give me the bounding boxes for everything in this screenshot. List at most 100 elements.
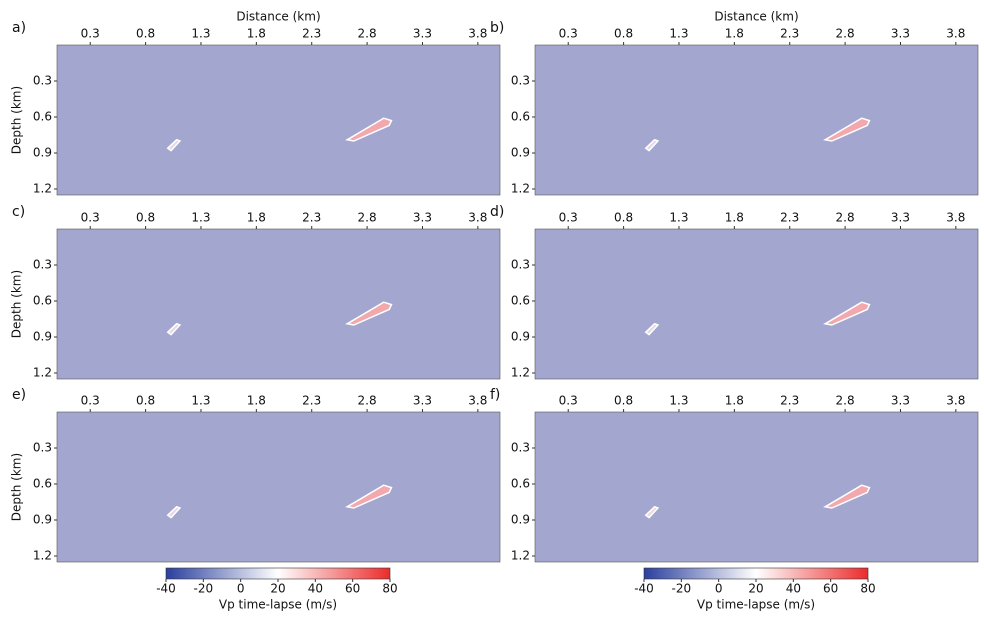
x-tick-label: 3.3 xyxy=(891,27,910,41)
y-tick-label: 0.3 xyxy=(511,74,530,88)
image-field xyxy=(56,44,501,196)
y-tick-label: 1.2 xyxy=(33,549,52,563)
y-tick-label: 1.2 xyxy=(33,366,52,380)
y-tick-label: 0.6 xyxy=(33,477,52,491)
y-tick-label: 0.6 xyxy=(511,477,530,491)
colorbar xyxy=(165,567,391,580)
colorbar-title: Vp time-lapse (m/s) xyxy=(697,598,815,612)
x-tick-label: 2.3 xyxy=(302,27,321,41)
y-tick-label: 0.9 xyxy=(511,330,530,344)
x-tick-label: 3.8 xyxy=(946,27,965,41)
x-tick-label: 0.8 xyxy=(614,27,633,41)
x-tick-label: 2.8 xyxy=(358,211,377,225)
anomaly xyxy=(823,301,871,326)
x-tick-label: 0.3 xyxy=(81,211,100,225)
image-field xyxy=(534,44,979,196)
colorbar-tick-label: -40 xyxy=(634,582,654,596)
x-axis-title: Distance (km) xyxy=(236,10,320,24)
colorbar-tick-label: 60 xyxy=(823,582,838,596)
y-tick-label: 1.2 xyxy=(511,549,530,563)
x-tick-label: 2.8 xyxy=(358,394,377,408)
y-tick-label: 0.3 xyxy=(33,74,52,88)
x-tick-label: 0.8 xyxy=(136,211,155,225)
image-field xyxy=(534,411,979,563)
y-tick-label: 0.9 xyxy=(33,513,52,527)
y-tick-label: 1.2 xyxy=(33,182,52,196)
x-tick-label: 1.3 xyxy=(669,211,688,225)
x-tick-label: 1.8 xyxy=(247,394,266,408)
colorbar-tick-label: 60 xyxy=(345,582,360,596)
image-field xyxy=(56,228,501,380)
x-tick-label: 3.3 xyxy=(413,394,432,408)
colorbar-tick-label: 40 xyxy=(308,582,323,596)
x-tick-label: 1.8 xyxy=(725,27,744,41)
x-tick-label: 3.3 xyxy=(413,27,432,41)
x-tick-label: 3.3 xyxy=(891,394,910,408)
image-field xyxy=(56,411,501,563)
y-tick-label: 0.9 xyxy=(511,513,530,527)
y-tick-label: 0.9 xyxy=(33,330,52,344)
x-tick-label: 0.8 xyxy=(136,394,155,408)
y-tick-label: 0.3 xyxy=(33,441,52,455)
x-tick-label: 2.3 xyxy=(780,27,799,41)
x-tick-label: 1.3 xyxy=(191,394,210,408)
y-tick-label: 0.9 xyxy=(511,146,530,160)
colorbar-title: Vp time-lapse (m/s) xyxy=(219,598,337,612)
x-tick-label: 2.8 xyxy=(836,27,855,41)
x-tick-label: 1.8 xyxy=(247,211,266,225)
anomaly xyxy=(345,301,393,326)
anomaly xyxy=(166,138,182,152)
x-tick-label: 0.3 xyxy=(81,394,100,408)
x-tick-label: 0.3 xyxy=(81,27,100,41)
y-tick-label: 0.6 xyxy=(511,294,530,308)
x-tick-label: 3.8 xyxy=(946,394,965,408)
x-tick-label: 1.3 xyxy=(669,27,688,41)
x-tick-label: 1.8 xyxy=(247,27,266,41)
x-tick-label: 2.8 xyxy=(358,27,377,41)
image-field xyxy=(534,228,979,380)
y-tick-label: 1.2 xyxy=(511,182,530,196)
colorbar-tick-label: 40 xyxy=(786,582,801,596)
colorbar-tick-label: -20 xyxy=(672,582,692,596)
y-tick-label: 0.9 xyxy=(33,146,52,160)
y-tick-label: 0.3 xyxy=(511,258,530,272)
anomaly xyxy=(345,484,393,509)
x-tick-label: 0.8 xyxy=(614,394,633,408)
anomaly xyxy=(644,322,660,336)
x-tick-label: 0.3 xyxy=(559,27,578,41)
panel-label: e) xyxy=(12,387,26,403)
x-tick-label: 1.3 xyxy=(669,394,688,408)
colorbar xyxy=(643,567,869,580)
y-tick-label: 0.3 xyxy=(511,441,530,455)
x-tick-label: 3.3 xyxy=(891,211,910,225)
y-axis-title: Depth (km) xyxy=(10,86,24,154)
x-tick-label: 1.8 xyxy=(725,211,744,225)
y-tick-label: 0.6 xyxy=(33,294,52,308)
colorbar-tick-label: 80 xyxy=(382,582,397,596)
colorbar-tick-label: 0 xyxy=(715,582,723,596)
x-tick-label: 3.3 xyxy=(413,211,432,225)
x-tick-label: 3.8 xyxy=(468,211,487,225)
x-tick-label: 2.3 xyxy=(302,394,321,408)
colorbar-tick-label: 20 xyxy=(270,582,285,596)
x-tick-label: 2.3 xyxy=(780,394,799,408)
anomaly xyxy=(823,117,871,142)
y-tick-label: 0.6 xyxy=(511,110,530,124)
y-axis-title: Depth (km) xyxy=(10,453,24,521)
x-tick-label: 1.3 xyxy=(191,27,210,41)
colorbar-tick-label: 20 xyxy=(748,582,763,596)
y-tick-label: 1.2 xyxy=(511,366,530,380)
panel-label: c) xyxy=(12,204,25,220)
panel-label: d) xyxy=(490,204,504,220)
x-tick-label: 3.8 xyxy=(468,27,487,41)
x-axis-title: Distance (km) xyxy=(714,10,798,24)
anomaly xyxy=(644,138,660,152)
x-tick-label: 0.8 xyxy=(136,27,155,41)
panel-label: f) xyxy=(490,387,500,403)
colorbar-tick-label: -40 xyxy=(156,582,176,596)
anomaly xyxy=(166,322,182,336)
x-tick-label: 3.8 xyxy=(946,211,965,225)
x-tick-label: 2.3 xyxy=(302,211,321,225)
x-tick-label: 3.8 xyxy=(468,394,487,408)
